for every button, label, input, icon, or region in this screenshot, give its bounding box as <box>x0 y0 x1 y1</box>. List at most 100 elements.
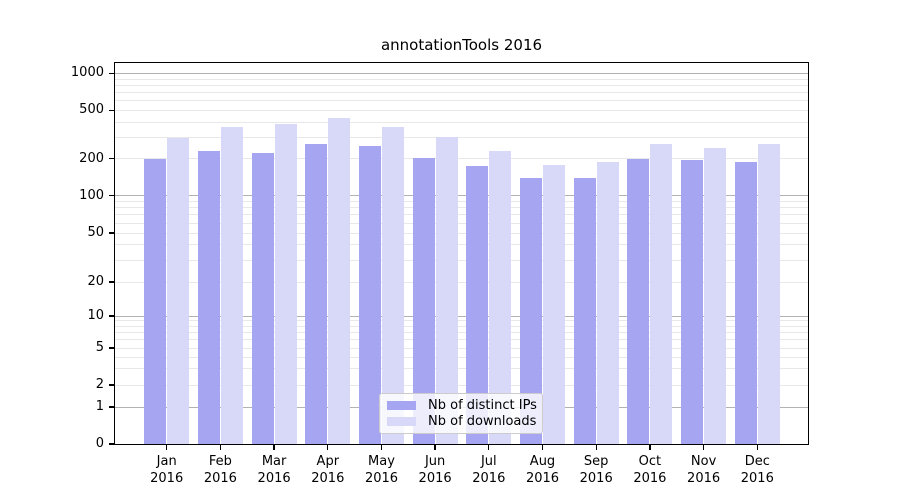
bar-jan-distinct-ips <box>144 158 167 444</box>
bar-jun-distinct-ips <box>412 158 435 444</box>
x-tick-mark <box>434 444 436 450</box>
y-tick-mark <box>109 281 115 283</box>
bar-may-downloads <box>382 126 404 444</box>
gridline-minor <box>115 91 808 93</box>
x-tick-label: Nov 2016 <box>687 454 721 486</box>
gridline-minor <box>115 214 808 216</box>
x-tick-mark <box>380 444 383 450</box>
y-tick-label: 20 <box>87 274 104 289</box>
gridline-minor <box>115 368 808 370</box>
gridline-minor <box>115 136 808 138</box>
legend-item-downloads: Nb of downloads <box>387 414 536 431</box>
legend-swatch-downloads <box>387 417 416 427</box>
x-tick-label: Feb 2016 <box>203 454 237 486</box>
y-tick-mark <box>109 72 115 75</box>
bar-sep-distinct-ips <box>573 178 596 444</box>
legend: Nb of distinct IPs Nb of downloads <box>379 393 543 434</box>
x-tick-label: Aug 2016 <box>525 454 560 486</box>
bar-jul-downloads <box>489 151 512 444</box>
y-tick-mark <box>109 406 115 408</box>
gridline-minor <box>115 78 808 80</box>
y-tick-label: 50 <box>87 225 104 240</box>
gridline-minor <box>115 232 808 234</box>
x-tick-label: Sep 2016 <box>579 454 613 486</box>
chart-title: annotationTools 2016 <box>380 36 543 54</box>
bar-feb-downloads <box>220 126 243 444</box>
x-tick-mark <box>702 444 705 450</box>
x-tick-label: Jan 2016 <box>150 454 184 486</box>
gridline-minor <box>115 259 808 261</box>
y-tick-label: 2 <box>95 377 104 392</box>
gridline-major <box>115 72 808 74</box>
x-tick-mark <box>488 444 490 450</box>
x-tick-mark <box>649 444 651 450</box>
x-tick-label: Dec 2016 <box>740 454 774 486</box>
legend-swatch-distinct-ips <box>387 400 416 410</box>
gridline-minor <box>115 244 808 246</box>
bar-nov-downloads <box>704 147 727 444</box>
bar-aug-downloads <box>543 165 565 444</box>
axis-spine-top <box>114 62 809 63</box>
x-tick-label: Jun 2016 <box>418 454 452 486</box>
gridline-minor <box>115 121 808 123</box>
gridline-major <box>115 315 808 317</box>
x-tick-label: Jul 2016 <box>472 454 506 486</box>
x-tick-mark <box>166 444 168 450</box>
y-tick-label: 5 <box>95 340 104 355</box>
gridline-major <box>115 195 808 196</box>
y-tick-label: 1 <box>95 399 104 414</box>
x-tick-mark <box>756 444 758 450</box>
bar-mar-distinct-ips <box>251 152 274 444</box>
gridline-minor <box>115 332 808 333</box>
gridline-minor <box>115 356 808 358</box>
bar-apr-distinct-ips <box>305 143 328 444</box>
axis-spine-bottom <box>114 444 809 445</box>
y-tick-label: 10 <box>87 308 104 323</box>
bar-nov-distinct-ips <box>681 160 704 444</box>
x-tick-label: Mar 2016 <box>257 454 291 486</box>
y-tick-label: 0 <box>95 436 104 451</box>
y-tick-mark <box>109 384 115 386</box>
bar-apr-downloads <box>328 118 351 444</box>
x-tick-mark <box>595 444 597 450</box>
gridline-minor <box>115 325 808 327</box>
bar-jul-distinct-ips <box>466 165 489 444</box>
y-tick-mark <box>109 109 115 111</box>
y-tick-mark <box>109 194 115 197</box>
bar-aug-distinct-ips <box>520 177 542 444</box>
gridline-minor <box>115 109 808 111</box>
y-tick-label: 100 <box>79 187 104 203</box>
y-tick-mark <box>109 232 115 234</box>
gridline-minor <box>115 84 808 86</box>
bar-mar-downloads <box>274 124 297 444</box>
axis-spine-right <box>808 62 809 445</box>
bar-dec-downloads <box>757 143 780 444</box>
legend-label-distinct-ips: Nb of distinct IPs <box>428 397 537 413</box>
x-tick-label: May 2016 <box>364 454 399 486</box>
gridline-minor <box>115 281 808 283</box>
axis-spine-left <box>114 62 115 445</box>
gridline-minor <box>115 207 808 209</box>
y-tick-label: 500 <box>79 102 104 118</box>
gridline-minor <box>115 100 808 101</box>
bar-oct-distinct-ips <box>627 158 650 444</box>
x-tick-mark <box>327 444 329 450</box>
y-tick-label: 1000 <box>70 65 104 81</box>
bar-sep-downloads <box>596 162 619 444</box>
y-tick-mark <box>109 443 115 445</box>
y-tick-mark <box>109 158 115 160</box>
y-tick-mark <box>109 347 115 349</box>
gridline-minor <box>115 339 808 341</box>
x-tick-mark <box>273 444 275 450</box>
x-tick-label: Apr 2016 <box>311 454 345 486</box>
gridline-minor <box>115 222 808 224</box>
gridline-minor <box>115 384 808 386</box>
x-tick-mark <box>219 444 222 450</box>
bar-dec-distinct-ips <box>734 161 757 444</box>
y-tick-mark <box>109 315 115 317</box>
y-tick-label: 200 <box>79 150 104 166</box>
legend-item-distinct-ips: Nb of distinct IPs <box>387 397 537 414</box>
bar-jun-downloads <box>435 137 458 444</box>
bar-jan-downloads <box>167 138 190 444</box>
